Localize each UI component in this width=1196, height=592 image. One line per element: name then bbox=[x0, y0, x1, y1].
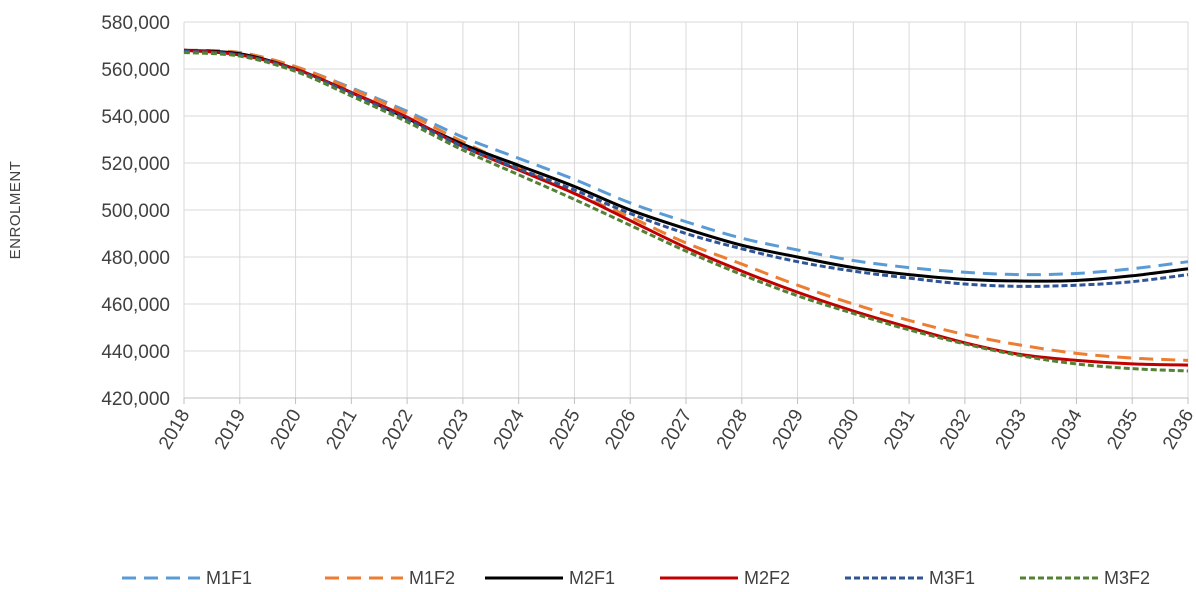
legend-label-m1f1: M1F1 bbox=[206, 568, 252, 588]
x-tick-label: 2030 bbox=[824, 406, 863, 453]
x-tick-label: 2035 bbox=[1103, 406, 1142, 453]
x-tick-label: 2026 bbox=[601, 406, 640, 453]
legend: M1F1 M1F2 M2F1 M2F2 M3F1 M3F2 bbox=[122, 568, 1150, 588]
legend-label-m2f1: M2F1 bbox=[569, 568, 615, 588]
y-tick-label: 580,000 bbox=[101, 13, 170, 34]
legend-label-m3f1: M3F1 bbox=[929, 568, 975, 588]
x-tick-label: 2031 bbox=[880, 406, 919, 453]
x-tick-label: 2021 bbox=[322, 406, 361, 453]
series-line-m1f1 bbox=[183, 48, 1189, 277]
x-tick-label: 2020 bbox=[267, 406, 306, 453]
y-tick-label: 520,000 bbox=[101, 154, 170, 175]
y-tick-label: 460,000 bbox=[101, 295, 170, 316]
x-tick-label: 2032 bbox=[936, 406, 975, 453]
x-tick-label: 2022 bbox=[378, 406, 417, 453]
y-tick-label: 500,000 bbox=[101, 201, 170, 222]
y-axis-ticks: 420,000 440,000 460,000 480,000 500,000 520,0… bbox=[101, 13, 170, 410]
x-tick-label: 2027 bbox=[657, 406, 696, 453]
x-tick-label: 2019 bbox=[211, 406, 250, 453]
y-tick-label: 420,000 bbox=[101, 389, 170, 410]
x-tick-label: 2018 bbox=[155, 406, 194, 453]
series-line-m1f2 bbox=[183, 48, 1189, 362]
y-tick-label: 540,000 bbox=[101, 107, 170, 128]
y-tick-label: 440,000 bbox=[101, 342, 170, 363]
y-tick-label: 560,000 bbox=[101, 60, 170, 81]
y-axis-title: ENROLMENT bbox=[7, 161, 24, 260]
x-tick-label: 2033 bbox=[992, 406, 1031, 453]
x-tick-label: 2025 bbox=[545, 406, 584, 453]
x-tick-label: 2023 bbox=[434, 406, 473, 453]
x-tick-label: 2034 bbox=[1047, 406, 1087, 453]
legend-label-m1f2: M1F2 bbox=[409, 568, 455, 588]
x-tick-label: 2028 bbox=[713, 406, 752, 453]
x-tick-label: 2024 bbox=[490, 406, 530, 453]
x-tick-label: 2029 bbox=[769, 406, 808, 453]
y-tick-label: 480,000 bbox=[101, 248, 170, 269]
legend-label-m2f2: M2F2 bbox=[744, 568, 790, 588]
series-line-m3f2 bbox=[183, 51, 1189, 373]
series-lines bbox=[183, 48, 1189, 373]
x-axis-ticks: 2018 2019 2020 2021 2022 2023 2024 2025 2026 2027… bbox=[155, 406, 1196, 453]
series-line-m3f1 bbox=[183, 49, 1189, 288]
x-tick-label: 2036 bbox=[1159, 406, 1196, 453]
legend-label-m3f2: M3F2 bbox=[1104, 568, 1150, 588]
